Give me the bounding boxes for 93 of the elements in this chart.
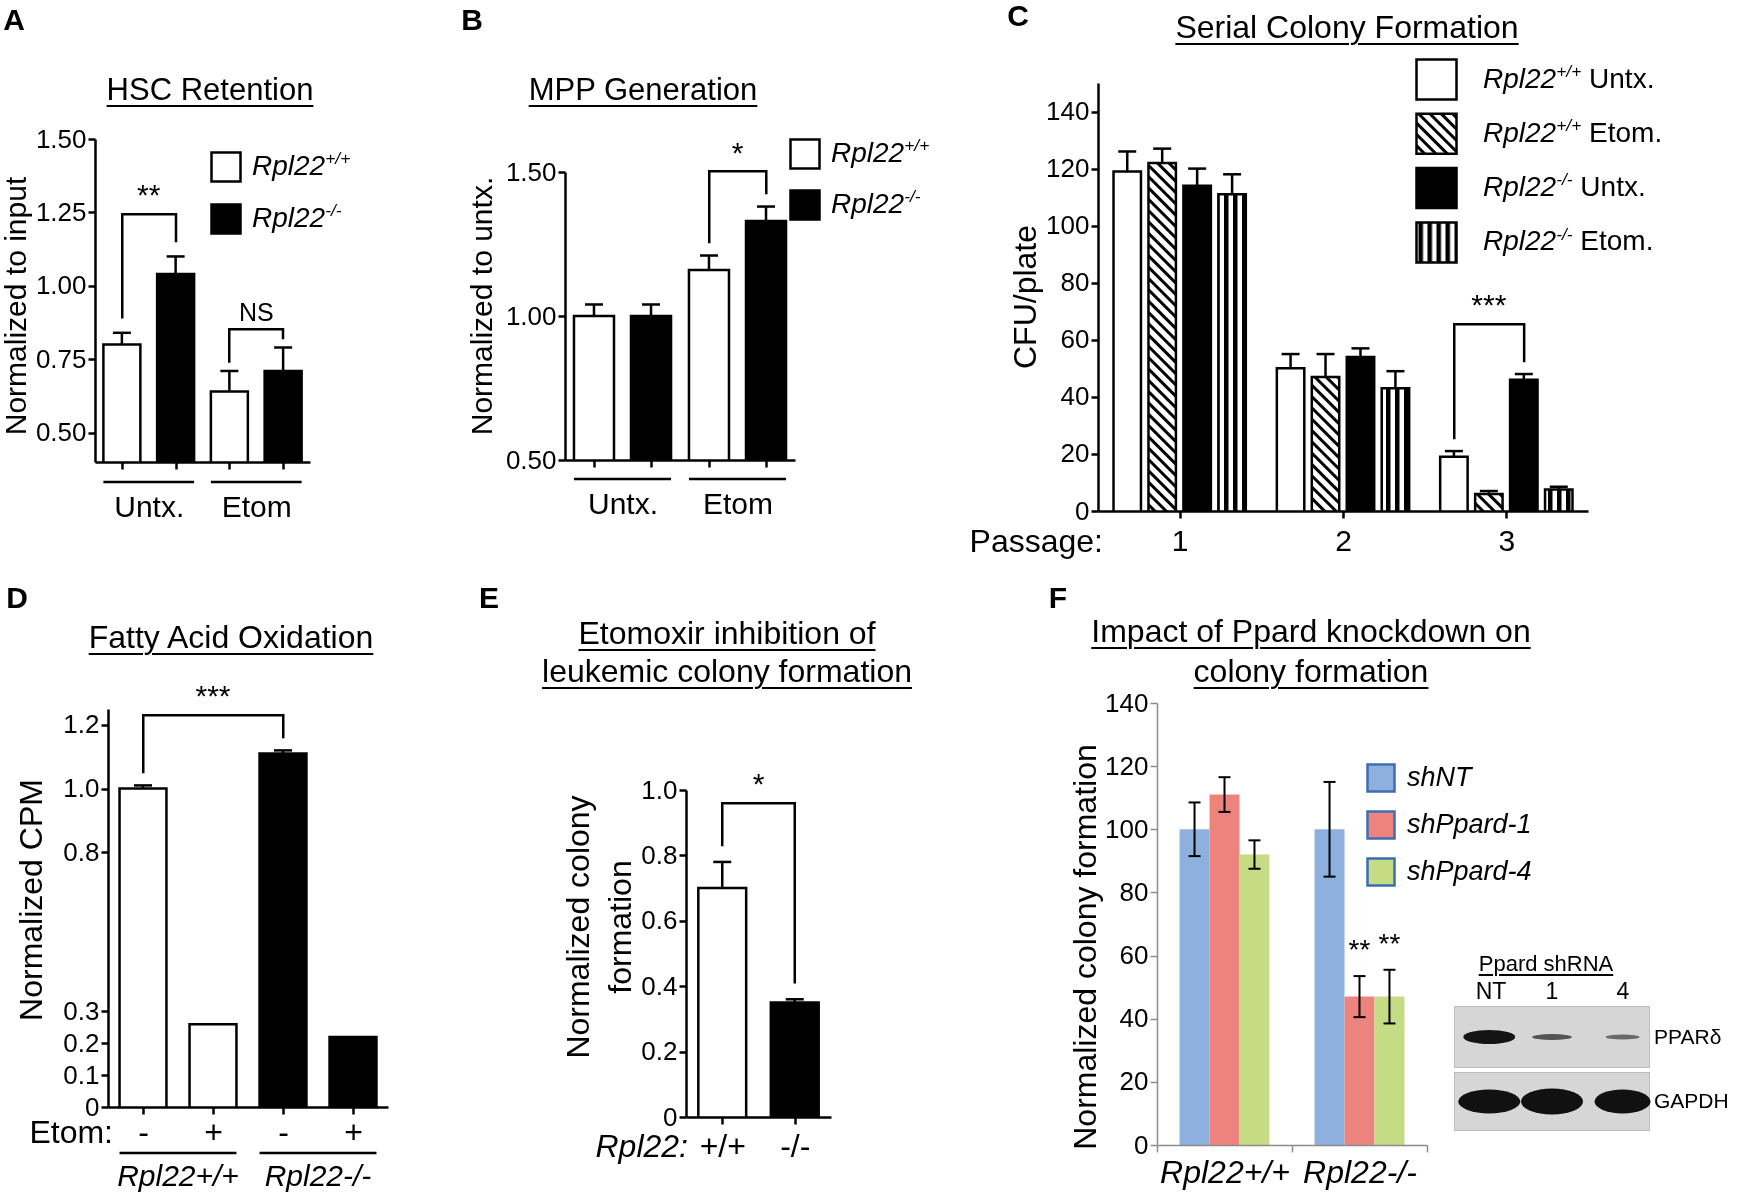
x-tick-label: - <box>278 1113 289 1150</box>
legend-label: Rpl22$^{+/+}$ <box>831 135 930 168</box>
chart-title: Etomoxir inhibition of leukemic colony formation <box>541 614 913 690</box>
y-tick-label: 140 <box>1105 687 1149 718</box>
chart-title: Impact of Ppard knockdown on colony formation <box>1091 613 1531 689</box>
text: D <box>6 581 28 614</box>
legend-label: Rpl22$^{-/-}$ Untx. <box>1483 169 1646 203</box>
annotation: *** <box>1471 288 1507 322</box>
y-tick-label: 140 <box>1046 96 1090 127</box>
x-tick-label: Untx. <box>587 486 659 520</box>
y-tick-label: 120 <box>1046 153 1090 184</box>
legend-label: Rpl22$^{+/+}$ Untx. <box>1483 60 1655 94</box>
y-tick-label: 1.50 <box>505 156 557 187</box>
y-axis-title: Normalized to input <box>0 176 33 436</box>
x-tick-label: + <box>204 1113 223 1150</box>
chart-title: HSC Retention <box>105 72 315 108</box>
y-tick-label: 0 <box>85 1091 100 1122</box>
annotation: ** <box>1348 934 1371 966</box>
annotation: *** <box>195 679 231 713</box>
y-tick-label: 1.0 <box>63 773 100 804</box>
text: GAPDH <box>1654 1088 1729 1112</box>
y-tick-label: 60 <box>1060 324 1090 355</box>
annotation: ** <box>137 178 161 212</box>
chart-title: Fatty Acid Oxidation <box>87 618 375 656</box>
legend-label: shNT <box>1407 762 1475 792</box>
y-tick-label: 1.0 <box>641 774 678 805</box>
y-tick-label: 0.8 <box>63 836 100 867</box>
y-tick-label: 0.8 <box>641 839 678 870</box>
x-tick-label: + <box>344 1113 363 1150</box>
y-tick-label: 80 <box>1119 876 1149 907</box>
x-tick-label: -/- <box>780 1127 811 1164</box>
y-tick-label: 0.4 <box>641 970 678 1001</box>
y-tick-label: 0.50 <box>35 417 87 448</box>
text: NT <box>1475 977 1507 1004</box>
y-tick-label: 1.00 <box>505 300 557 331</box>
text: Ppard shRNA <box>1478 951 1614 976</box>
annotation: ** <box>1378 927 1401 959</box>
text: E <box>478 581 500 614</box>
y-tick-label: 1.50 <box>35 123 87 154</box>
y-tick-label: 1.00 <box>35 270 87 301</box>
text: C <box>1007 0 1029 32</box>
x-tick-label: - <box>138 1113 149 1150</box>
x-tick-label: Untx. <box>114 489 185 523</box>
x-tick-label: Etom <box>702 486 774 520</box>
y-tick-label: 20 <box>1060 438 1090 469</box>
y-tick-label: 0.1 <box>63 1059 100 1090</box>
text: 4 <box>1616 977 1630 1004</box>
y-tick-label: 0.2 <box>63 1027 100 1058</box>
y-tick-label: 1.25 <box>35 196 87 227</box>
legend-label: Rpl22$^{+/+}$ <box>252 148 351 181</box>
annotation: * <box>752 766 765 800</box>
legend-label: Rpl22$^{-/-}$ <box>252 200 342 233</box>
y-axis-title: CFU/plate <box>1006 224 1044 370</box>
y-axis-title: Normalized CPM <box>12 779 50 1021</box>
y-tick-label: 40 <box>1119 1003 1149 1034</box>
annotation: NS <box>238 298 274 327</box>
text: PPARδ <box>1654 1024 1722 1048</box>
x-tick-label: +/+ <box>699 1127 746 1164</box>
text: * <box>731 135 744 169</box>
legend-label: Rpl22$^{-/-}$ Etom. <box>1483 223 1654 257</box>
y-tick-label: 40 <box>1060 381 1090 412</box>
y-tick-label: 0.2 <box>641 1036 678 1067</box>
y-tick-label: 100 <box>1046 210 1090 241</box>
y-tick-label: 120 <box>1105 750 1149 781</box>
legend-label: shPpard-4 <box>1407 856 1532 886</box>
y-axis-title: Normalized colony formation <box>559 794 639 1061</box>
x-tick-label: 2 <box>1335 523 1352 557</box>
y-tick-label: 0 <box>1075 495 1090 526</box>
y-tick-label: 0.50 <box>505 444 557 475</box>
y-axis-title: Normalized colony formation <box>1066 744 1104 1150</box>
legend-label: Rpl22$^{-/-}$ <box>831 186 921 219</box>
text: A <box>3 3 25 36</box>
y-tick-label: 0.6 <box>641 905 678 936</box>
y-tick-label: 0.3 <box>63 995 100 1026</box>
text: 1 <box>1545 977 1559 1004</box>
legend-label: shPpard-1 <box>1407 809 1532 839</box>
y-axis-title: Normalized to untx. <box>464 176 499 436</box>
text: F <box>1048 581 1068 614</box>
chart-title: Serial Colony Formation <box>1174 8 1520 46</box>
x-tick-label: Etom <box>221 489 292 523</box>
y-tick-label: 80 <box>1060 267 1090 298</box>
chart-title: MPP Generation <box>527 72 759 108</box>
x-axis-title: Passage: <box>969 523 1103 559</box>
y-tick-label: 0.75 <box>35 343 87 374</box>
y-tick-label: 1.2 <box>63 709 100 740</box>
y-tick-label: 20 <box>1119 1066 1149 1097</box>
y-tick-label: 0 <box>1134 1129 1149 1160</box>
legend-label: Rpl22$^{+/+}$ Etom. <box>1483 115 1663 148</box>
y-tick-label: 60 <box>1119 940 1149 971</box>
x-tick-label: 3 <box>1498 523 1516 557</box>
y-tick-label: 100 <box>1105 813 1149 844</box>
text: B <box>461 3 483 36</box>
x-tick-label: 1 <box>1171 523 1189 557</box>
